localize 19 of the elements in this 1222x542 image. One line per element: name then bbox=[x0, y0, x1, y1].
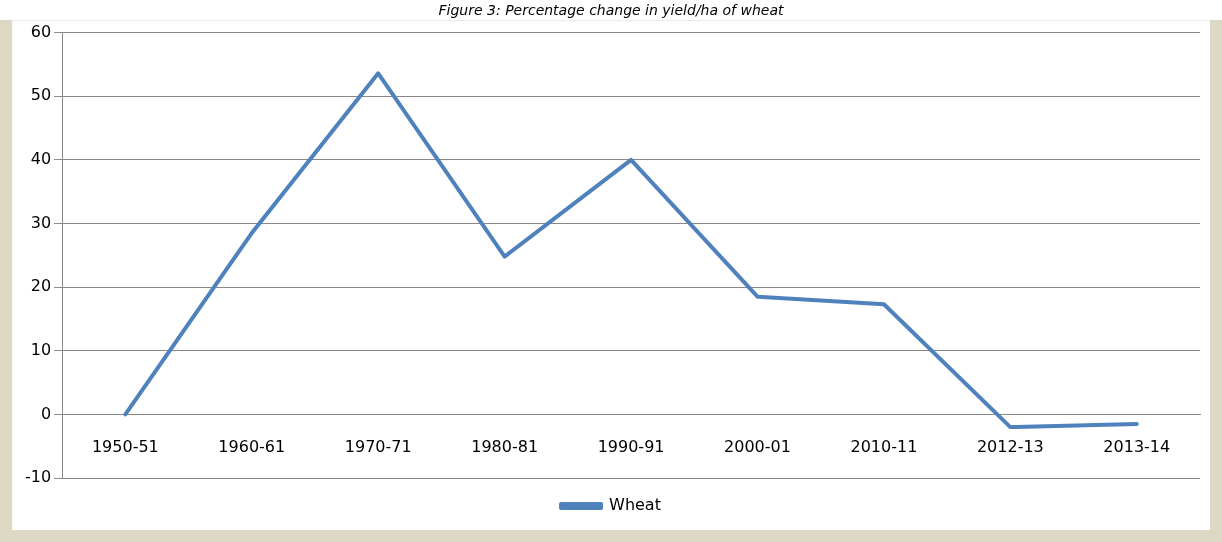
y-tick-label: 10 bbox=[30, 339, 52, 359]
x-tick-label: 2013-14 bbox=[1103, 437, 1171, 457]
y-tick-label: 50 bbox=[30, 85, 52, 105]
y-tick-label: 30 bbox=[30, 212, 52, 232]
legend-label: Wheat bbox=[609, 495, 661, 515]
x-tick-label: 2000-01 bbox=[724, 437, 791, 457]
x-tick-label: 1960-61 bbox=[218, 437, 286, 457]
y-tick-label: 20 bbox=[30, 276, 52, 296]
x-tick-label: 1950-51 bbox=[91, 437, 159, 457]
y-tick-label: 60 bbox=[30, 21, 52, 41]
y-tick-label: 0 bbox=[40, 403, 52, 423]
x-tick-label: 2010-11 bbox=[850, 437, 918, 457]
chart-title: Figure 3: Percentage change in yield/ha of wheat bbox=[437, 1, 785, 20]
x-tick-label: 1970-71 bbox=[344, 437, 412, 457]
y-tick-label: -10 bbox=[24, 467, 52, 487]
x-tick-label: 2012-13 bbox=[976, 437, 1044, 457]
x-tick-label: 1980-81 bbox=[471, 437, 539, 457]
x-tick-label: 1990-91 bbox=[597, 437, 665, 457]
y-tick-label: 40 bbox=[30, 149, 52, 169]
